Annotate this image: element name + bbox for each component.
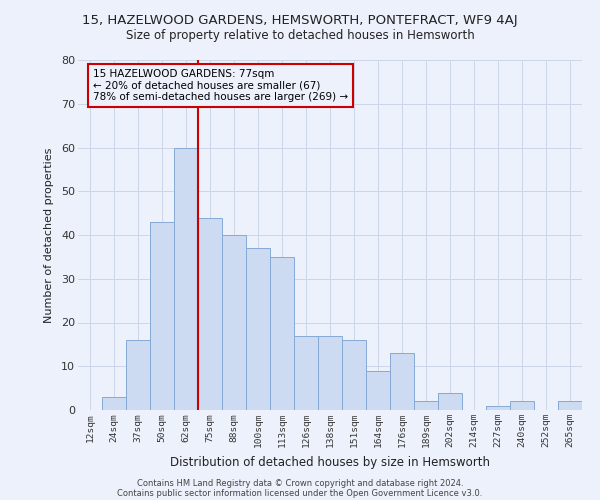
Bar (366, 370, 390, 410)
Bar (150, 222, 174, 410)
Bar (318, 336, 342, 410)
Text: Contains HM Land Registry data © Crown copyright and database right 2024.: Contains HM Land Registry data © Crown c… (137, 478, 463, 488)
Bar (486, 406, 510, 410)
Bar (198, 218, 222, 410)
Bar (246, 248, 270, 410)
Bar (102, 397, 126, 410)
Bar (270, 257, 294, 410)
X-axis label: Distribution of detached houses by size in Hemsworth: Distribution of detached houses by size … (170, 456, 490, 468)
Bar (510, 401, 534, 410)
Y-axis label: Number of detached properties: Number of detached properties (44, 148, 54, 322)
Bar (342, 340, 366, 410)
Bar (222, 235, 246, 410)
Text: 15, HAZELWOOD GARDENS, HEMSWORTH, PONTEFRACT, WF9 4AJ: 15, HAZELWOOD GARDENS, HEMSWORTH, PONTEF… (82, 14, 518, 27)
Bar (438, 392, 462, 410)
Bar (126, 340, 150, 410)
Bar (294, 336, 318, 410)
Bar (174, 148, 198, 410)
Text: Contains public sector information licensed under the Open Government Licence v3: Contains public sector information licen… (118, 488, 482, 498)
Bar (558, 401, 582, 410)
Bar (414, 401, 438, 410)
Text: Size of property relative to detached houses in Hemsworth: Size of property relative to detached ho… (125, 29, 475, 42)
Text: 15 HAZELWOOD GARDENS: 77sqm
← 20% of detached houses are smaller (67)
78% of sem: 15 HAZELWOOD GARDENS: 77sqm ← 20% of det… (93, 69, 348, 102)
Bar (390, 353, 414, 410)
